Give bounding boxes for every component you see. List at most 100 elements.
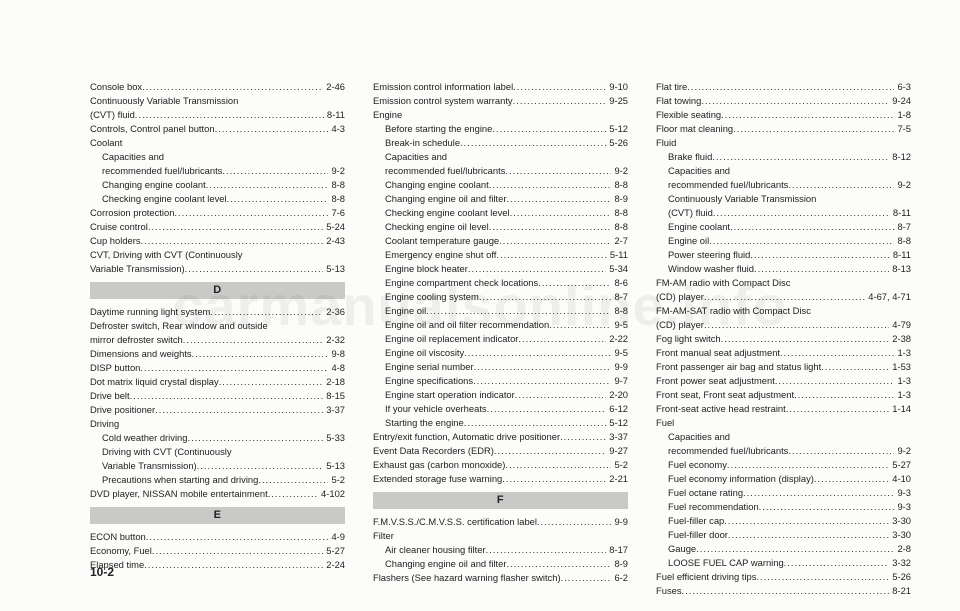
index-entry-continuation: Capacities and (656, 164, 911, 178)
index-entry-label: Console box (90, 80, 142, 94)
index-entry: Engine oil replacement indicator2-22 (373, 332, 628, 346)
index-entry-page: 9-8 (328, 347, 345, 361)
index-entry-label: LOOSE FUEL CAP warning (668, 556, 784, 570)
index-entry-label: Dot matrix liquid crystal display (90, 375, 219, 389)
index-entry-leader (487, 402, 607, 416)
index-entry-page: 2-20 (606, 388, 628, 402)
index-entry-page: 8-21 (889, 584, 911, 598)
index-entry-leader (510, 206, 612, 220)
index-entry-label: Emission control system warranty (373, 94, 513, 108)
index-entry-continuation: Capacities and (90, 150, 345, 164)
index-entry-page: 3-30 (889, 514, 911, 528)
index-entry-page: 3-37 (606, 430, 628, 444)
index-entry-label: Checking engine oil level (385, 220, 489, 234)
index-entry-leader (682, 584, 890, 598)
index-entry-page: 2-24 (323, 558, 345, 572)
index-entry: Fuses 8-21 (656, 584, 911, 598)
index-entry-label: Drive positioner (90, 403, 155, 417)
index-entry-label: Entry/exit function, Automatic drive pos… (373, 430, 560, 444)
index-entry-label: CVT, Driving with CVT (Continuously (90, 248, 242, 262)
index-entry: Variable Transmission)5-13 (90, 262, 345, 276)
index-entry-label: Brake fluid (668, 150, 712, 164)
index-entry-label: Exhaust gas (carbon monoxide) (373, 458, 505, 472)
index-entry-leader (142, 80, 323, 94)
index-entry-leader (496, 248, 607, 262)
index-entry-label: Checking engine coolant level (102, 192, 227, 206)
index-entry: Flashers (See hazard warning flasher swi… (373, 571, 628, 585)
index-entry: recommended fuel/lubricants9-2 (656, 444, 911, 458)
index-entry-label: (CD) player (656, 290, 704, 304)
index-entry-label: Engine oil and oil filter recommendation (385, 318, 549, 332)
index-entry-page: 9-5 (611, 318, 628, 332)
index-entry-leader (794, 388, 894, 402)
index-entry-leader (561, 571, 612, 585)
index-entry: Front manual seat adjustment1-3 (656, 346, 911, 360)
index-entry-page: 8-8 (611, 304, 628, 318)
index-entry-page: 2-18 (323, 375, 345, 389)
index-entry-label: Fuel economy (668, 458, 727, 472)
index-entry-page: 1-3 (894, 346, 911, 360)
index-entry-label: FM-AM radio with Compact Disc (656, 276, 790, 290)
index-entry-page: 4-10 (889, 472, 911, 486)
index-entry-label: Drive belt (90, 389, 130, 403)
index-entry-leader (728, 528, 889, 542)
index-entry-label: Engine oil (668, 234, 709, 248)
index-entry-page: 8-8 (328, 192, 345, 206)
index-entry-page: 5-12 (606, 416, 628, 430)
page-number: 10-2 (90, 565, 114, 579)
index-entry: Emission control information label9-10 (373, 80, 628, 94)
index-entry-leader (537, 515, 611, 529)
index-entry: Emergency engine shut off5-11 (373, 248, 628, 262)
index-entry-page: 1-3 (894, 374, 911, 388)
index-entry-page: 5-13 (323, 459, 345, 473)
index-entry: Front passenger air bag and status light… (656, 360, 911, 374)
index-entry-label: Front seat, Front seat adjustment (656, 388, 794, 402)
index-entry: Flexible seating1-8 (656, 108, 911, 122)
index-entry-leader (821, 360, 889, 374)
index-entry-continuation: Fuel (656, 416, 911, 430)
index-entry-leader (513, 80, 606, 94)
index-entry-label: DISP button (90, 361, 140, 375)
index-entry: Changing engine oil and filter8-9 (373, 192, 628, 206)
index-entry-label: Coolant (90, 136, 122, 150)
index-entry: Cruise control5-24 (90, 220, 345, 234)
index-entry-label: Flat tire (656, 80, 687, 94)
index-entry-page: 9-25 (606, 94, 628, 108)
index-entry-label: Fuses (656, 584, 682, 598)
index-entry-leader (505, 164, 611, 178)
index-entry-label: Continuously Variable Transmission (90, 94, 238, 108)
index-entry-leader (222, 164, 328, 178)
index-entry-label: (CVT) fluid (90, 108, 135, 122)
index-entry-page: 8-8 (611, 206, 628, 220)
index-entry: Controls, Control panel button4-3 (90, 122, 345, 136)
index-entry-label: Engine cooling system (385, 290, 479, 304)
index-entry-page: 9-2 (328, 164, 345, 178)
index-entry: (CD) player4-67, 4-71 (656, 290, 911, 304)
index-entry-leader (786, 402, 889, 416)
index-entry-leader (473, 374, 611, 388)
index-entry: Engine specifications9-7 (373, 374, 628, 388)
index-entry-leader (721, 108, 894, 122)
index-entry-leader (492, 122, 606, 136)
index-entry-leader (687, 80, 894, 94)
index-entry-page: 4-9 (328, 530, 345, 544)
index-entry-label: Gauge (668, 542, 696, 556)
index-entry: Changing engine coolant8-8 (373, 178, 628, 192)
index-entry-continuation: Fluid (656, 136, 911, 150)
index-entry-continuation: Capacities and (656, 430, 911, 444)
index-entry-label: Continuously Variable Transmission (668, 192, 816, 206)
index-entry-label: Fuel efficient driving tips (656, 570, 756, 584)
index-entry-leader (426, 304, 611, 318)
index-entry-leader (187, 431, 323, 445)
index-entry-label: Corrosion protection (90, 206, 174, 220)
index-entry-page: 7-6 (328, 206, 345, 220)
index-entry-label: Engine (373, 108, 402, 122)
index-entry-page: 5-34 (606, 262, 628, 276)
index-entry-continuation: Driving (90, 417, 345, 431)
index-entry-leader (144, 558, 323, 572)
index-entry: (CVT) fluid8-11 (90, 108, 345, 122)
index-entry-leader (489, 220, 612, 234)
index-entry: Dimensions and weights9-8 (90, 347, 345, 361)
index-entry: Checking engine coolant level8-8 (373, 206, 628, 220)
index-entry-label: F.M.V.S.S./C.M.V.S.S. certification labe… (373, 515, 537, 529)
